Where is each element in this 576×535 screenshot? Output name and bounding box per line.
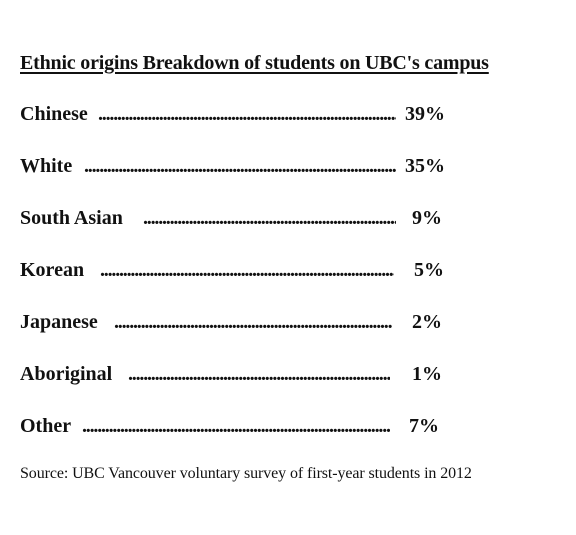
item-value: 1%	[412, 363, 442, 385]
item-value: 5%	[414, 259, 444, 281]
dot-leader: ........................................…	[100, 259, 394, 281]
item-label: Other	[20, 415, 72, 437]
item-label: Korean	[20, 259, 85, 281]
item-label: White	[20, 155, 73, 177]
list-item: Korean .................................…	[20, 256, 460, 284]
source-note: Source: UBC Vancouver voluntary survey o…	[20, 465, 472, 482]
list-item: White ..................................…	[20, 152, 460, 180]
dot-leader: ........................................…	[82, 415, 390, 437]
list-item: Chinese ................................…	[20, 100, 460, 128]
list-item: Other ..................................…	[20, 412, 460, 440]
list-item: Japanese ...............................…	[20, 308, 460, 336]
page-title: Ethnic origins Breakdown of students on …	[20, 52, 489, 74]
item-value: 39%	[405, 103, 445, 125]
dot-leader: ........................................…	[128, 363, 390, 385]
dot-leader: ........................................…	[114, 311, 392, 333]
list-item: Aboriginal .............................…	[20, 360, 460, 388]
dot-leader: ........................................…	[98, 103, 396, 125]
item-label: South Asian	[20, 207, 123, 229]
item-value: 9%	[412, 207, 442, 229]
item-label: Japanese	[20, 311, 98, 333]
item-label: Chinese	[20, 103, 88, 125]
item-value: 2%	[412, 311, 442, 333]
dot-leader: ........................................…	[84, 155, 396, 177]
dot-leader: ........................................…	[143, 207, 396, 229]
list-item: South Asian ............................…	[20, 204, 460, 232]
item-value: 7%	[409, 415, 439, 437]
item-label: Aboriginal	[20, 363, 113, 385]
item-value: 35%	[405, 155, 445, 177]
